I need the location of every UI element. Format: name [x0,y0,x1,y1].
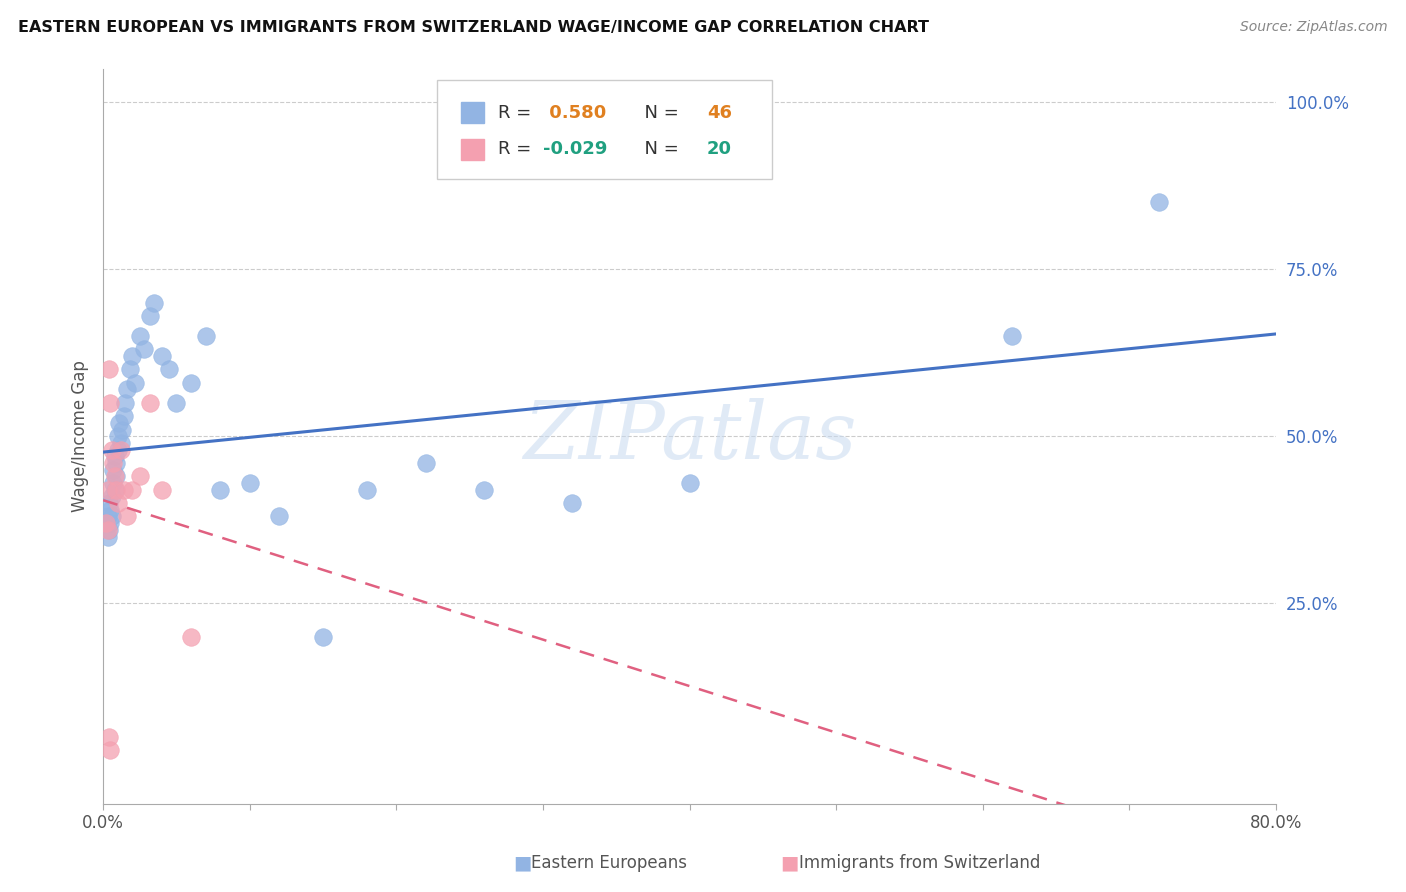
Point [96,509,118,524]
Y-axis label: Wage/Income Gap: Wage/Income Gap [72,360,89,512]
Point [100,516,122,531]
Text: Eastern Europeans: Eastern Europeans [531,855,688,872]
Point [118,362,141,376]
Point [107,442,129,457]
Text: 46: 46 [707,103,731,121]
FancyBboxPatch shape [437,79,772,178]
Point [678,476,700,491]
Point [124,376,146,390]
Text: R =: R = [498,103,537,121]
Point [111,423,134,437]
Point [139,396,162,410]
Text: N =: N = [633,140,685,159]
Point [96,483,118,497]
Point [180,630,202,644]
Point [143,295,166,310]
Point [96,523,118,537]
Point [108,416,131,430]
Point [94,516,117,531]
Point [134,343,156,357]
Text: EASTERN EUROPEAN VS IMMIGRANTS FROM SWITZERLAND WAGE/INCOME GAP CORRELATION CHAR: EASTERN EUROPEAN VS IMMIGRANTS FROM SWIT… [18,20,929,35]
Point [103,456,125,470]
Text: R =: R = [498,140,537,159]
Point [267,509,290,524]
Point [209,483,232,497]
Point [98,730,121,744]
Point [415,456,437,470]
Point [157,362,180,376]
Point [150,483,173,497]
Point [139,309,162,323]
Point [1001,329,1024,343]
Point [110,436,132,450]
Point [121,349,143,363]
Point [103,476,125,491]
Point [128,329,150,343]
Point [312,630,335,644]
Point [103,463,125,477]
Point [180,376,202,390]
Point [98,496,121,510]
Point [115,509,138,524]
Point [96,530,118,544]
Point [121,483,143,497]
Text: 20: 20 [707,140,731,159]
Point [94,516,117,531]
Text: Source: ZipAtlas.com: Source: ZipAtlas.com [1240,20,1388,34]
Point [115,383,138,397]
Point [100,743,122,757]
Point [105,469,128,483]
Text: 0.580: 0.580 [543,103,606,121]
Point [104,483,127,497]
Text: Immigrants from Switzerland: Immigrants from Switzerland [799,855,1040,872]
Point [105,483,128,497]
Point [165,396,187,410]
Text: ZIPatlas: ZIPatlas [523,398,856,475]
Point [239,476,262,491]
Point [1147,195,1170,210]
Point [101,509,124,524]
Point [100,503,122,517]
Point [112,483,135,497]
Point [107,429,129,443]
Point [101,490,124,504]
Point [128,469,150,483]
Point [112,409,135,424]
Text: ■: ■ [513,854,531,872]
Point [100,396,122,410]
Bar [461,139,484,160]
Point [104,450,127,464]
Point [98,523,121,537]
Point [105,456,128,470]
Point [472,483,495,497]
Bar [461,103,484,123]
Point [561,496,583,510]
Text: -0.029: -0.029 [543,140,607,159]
Text: ■: ■ [780,854,799,872]
Point [356,483,378,497]
Point [98,362,121,376]
Point [104,469,127,483]
Point [107,496,129,510]
Point [110,442,132,457]
Point [101,442,124,457]
Text: N =: N = [633,103,685,121]
Point [114,396,136,410]
Point [150,349,173,363]
Point [194,329,217,343]
